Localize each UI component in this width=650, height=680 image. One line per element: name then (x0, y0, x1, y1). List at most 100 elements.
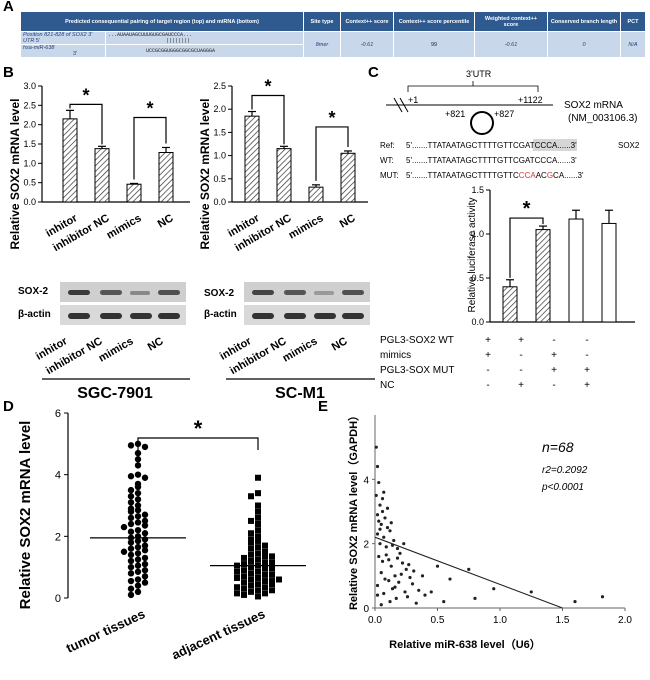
adjacent-point (255, 556, 261, 563)
band (158, 313, 180, 319)
y-tick-label: 6 (55, 408, 61, 420)
y-tick-label: 0 (55, 593, 61, 605)
tumor-point (127, 545, 135, 552)
band (284, 290, 306, 295)
panel-c-schematic: 3'UTR +1 +1122 +821 +827 SOX2 mRNA (NM_0… (380, 69, 640, 180)
header-pairing: Predicted consequential pairing of targe… (20, 11, 304, 32)
adjacent-point (234, 568, 240, 575)
value-branch-length: 0 (547, 31, 621, 58)
condition-mark: + (518, 380, 524, 391)
chart-c-luciferase: Relative luciferase activity 0.0 0.5 1.0 1.… (467, 185, 635, 327)
x-category-label: tumor tissues (64, 606, 148, 656)
adjacent-point (248, 530, 254, 537)
condition-label: mimics (380, 350, 411, 361)
adjacent-point (241, 554, 247, 561)
y-tick-label: 1.0 (471, 229, 484, 239)
panel-c-conditions: PGL3-SOX2 WT + + - - mimics + - + - PGL3-SOX MUT - -… (380, 335, 590, 391)
adjacent-point (241, 579, 247, 586)
tumor-point (134, 543, 142, 551)
data-point (380, 497, 385, 501)
tumor-point (134, 502, 142, 509)
lane-label-left-4: NC (146, 335, 166, 353)
data-point (383, 516, 387, 520)
tumor-point (141, 542, 149, 549)
bar (535, 229, 551, 323)
adjacent-point (248, 570, 254, 577)
blot-actin-label-right: β-actin (204, 309, 237, 320)
band (130, 313, 152, 319)
bar (158, 152, 174, 203)
annotation-p: p<0.0001 (541, 482, 584, 493)
adjacent-point (234, 590, 240, 597)
significance-bracket (315, 126, 349, 181)
d-ylabel: Relative SOX2 mRNA level (17, 421, 34, 610)
ref-sequence: 5'.......TTATAATAGCTTTTGTTCGATCCCA......… (406, 141, 577, 150)
wt-sequence: 5'.......TTATAATAGCTTTTGTTCGATCCCA......… (406, 156, 577, 165)
data-point (393, 574, 397, 578)
y-tick-label: 2.5 (213, 81, 226, 91)
data-point (384, 553, 388, 557)
tumor-point (141, 536, 149, 543)
tumor-point (134, 506, 142, 514)
data-point (375, 593, 380, 597)
data-point (375, 583, 380, 588)
adjacent-point (248, 588, 254, 595)
adjacent-point (255, 568, 261, 575)
band (100, 313, 122, 319)
tumor-point (127, 585, 135, 592)
data-point (379, 603, 383, 607)
tumor-point (127, 514, 135, 522)
tumor-point (134, 483, 142, 491)
lane-label-right-3: mimics (281, 335, 320, 364)
significance-bracket (69, 103, 103, 145)
tumor-point (141, 474, 149, 481)
data-point (377, 554, 381, 559)
band (314, 313, 336, 319)
lane-label-right-4: NC (330, 335, 350, 353)
y-tick-label: 4 (363, 475, 369, 486)
band (130, 291, 150, 295)
data-point (374, 493, 378, 498)
e-ylabel: Relative SOX2 mRNA level（GAPDH） (347, 410, 360, 610)
tumor-point (134, 556, 142, 563)
adjacent-point (248, 582, 254, 589)
data-point (382, 535, 386, 539)
data-point (387, 579, 391, 583)
condition-mark: - (486, 365, 489, 376)
x-tick-label: NC (156, 212, 176, 230)
y-tick-label: 2.5 (23, 100, 36, 110)
header-context-percentile: Context++ score percentile (393, 11, 475, 32)
condition-label: PGL3-SOX MUT (380, 365, 454, 376)
data-point (382, 591, 386, 596)
header-pct: PCT (620, 11, 646, 32)
data-point (392, 538, 396, 543)
data-point (448, 577, 452, 581)
data-point (387, 558, 391, 562)
adjacent-point (241, 585, 247, 592)
adjacent-point (248, 558, 254, 564)
y-tick-label: 0 (363, 604, 369, 615)
data-point (435, 564, 440, 568)
tumor-point (127, 508, 135, 515)
tumor-point (127, 570, 135, 577)
row-mirna-label: hsa-miR-638 3' (20, 44, 106, 58)
value-context-score: -0.61 (340, 31, 394, 58)
data-point (412, 569, 416, 573)
data-point (400, 561, 405, 565)
band (342, 313, 364, 319)
data-point (492, 587, 496, 591)
adjacent-point (255, 587, 261, 594)
pos-827: +827 (494, 109, 514, 119)
tumor-point (134, 562, 142, 569)
bar (568, 218, 584, 323)
tumor-point (141, 530, 149, 537)
band (158, 290, 180, 295)
annotation-r2: r2=0.2092 (542, 465, 588, 476)
band (68, 290, 90, 295)
condition-label: PGL3-SOX2 WT (380, 335, 454, 346)
data-point (379, 522, 383, 526)
mirna-sequence: UCCGCGGUGGGCGGCGCUAGGGA (105, 44, 304, 58)
pos-1122: +1122 (518, 95, 543, 105)
adjacent-point (255, 508, 261, 515)
condition-mark: - (552, 335, 555, 346)
